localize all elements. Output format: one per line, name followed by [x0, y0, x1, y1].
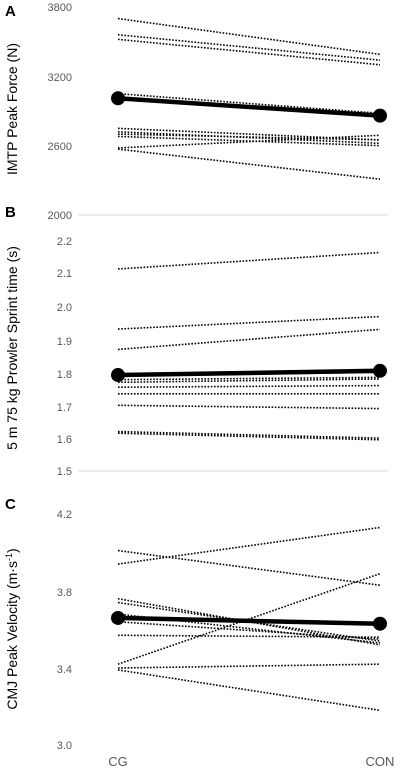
- mean-line-b: [117, 368, 381, 378]
- ytick-b-1.7: 1.7: [57, 402, 72, 414]
- subject-line-a-8: [117, 133, 381, 141]
- subject-line-b-7: [117, 384, 381, 389]
- ylabel-c-sup: -1: [4, 553, 14, 561]
- mean-point-c-con: [373, 616, 387, 631]
- subject-line-b-9: [117, 404, 381, 410]
- ylabel-c-main: CMJ Peak Velocity (m·s: [4, 561, 20, 710]
- ytick-b-2.1: 2.1: [57, 268, 72, 280]
- panel-c: C CMJ Peak Velocity (m·s-1) 4.2 3.8 3.4 …: [4, 496, 387, 752]
- ylabel-c: CMJ Peak Velocity (m·s-1): [4, 548, 20, 709]
- panel-label-c: C: [5, 496, 16, 513]
- xtick-con: CON: [366, 754, 395, 769]
- ytick-b-2.0: 2.0: [57, 302, 72, 314]
- subject-line-a-4: [117, 92, 381, 115]
- subject-line-b-11: [117, 432, 381, 441]
- ytick-c-3.8: 3.8: [57, 587, 72, 599]
- panel-b: B 2000 5 m 75 kg Prowler Sprint time (s)…: [4, 204, 388, 478]
- subject-line-a-1: [117, 17, 381, 56]
- subject-line-a-3: [117, 38, 381, 66]
- mean-point-a-con: [373, 108, 387, 123]
- xtick-cg: CG: [108, 754, 128, 769]
- subject-line-b-5: [117, 376, 381, 381]
- panel-label-b: B: [5, 204, 16, 221]
- subject-line-c-10: [117, 669, 381, 712]
- mean-point-b-con: [373, 363, 387, 378]
- ylabel-b: 5 m 75 kg Prowler Sprint time (s): [4, 246, 20, 450]
- subject-line-a-7: [117, 131, 381, 145]
- mean-point-a-cg: [111, 91, 125, 106]
- subject-line-c-1: [117, 549, 381, 587]
- subject-line-b-3: [117, 328, 381, 351]
- panel-label-a: A: [5, 3, 16, 20]
- ytick-a-3800: 3800: [48, 2, 72, 14]
- subject-line-b-1: [117, 251, 381, 270]
- ytick-b-1.9: 1.9: [57, 336, 72, 348]
- ylabel-c-close: ): [4, 548, 20, 553]
- mean-point-b-cg: [111, 368, 125, 383]
- subject-line-c-2: [117, 526, 381, 565]
- subject-line-c-5: [117, 613, 381, 644]
- subject-line-c-9: [117, 663, 381, 669]
- mean-line-c: [117, 615, 381, 626]
- ytick-c-4.2: 4.2: [57, 509, 72, 521]
- ytick-c-3.4: 3.4: [57, 664, 72, 676]
- subject-line-a-9: [117, 135, 381, 147]
- ytick-a-2600: 2600: [48, 141, 72, 153]
- ytick-b-1.8: 1.8: [57, 369, 72, 381]
- subject-line-a-10: [117, 134, 381, 149]
- ytick-c-3.0: 3.0: [57, 740, 72, 752]
- subject-line-b-10: [117, 430, 381, 439]
- ytick-b-2000: 2000: [48, 210, 72, 222]
- subject-line-b-2: [117, 315, 381, 330]
- mean-point-c-cg: [111, 610, 125, 625]
- subject-line-b-6: [117, 378, 381, 384]
- ytick-b-1.6: 1.6: [57, 434, 72, 446]
- ytick-b-2.2: 2.2: [57, 236, 72, 248]
- subject-line-a-11: [117, 148, 381, 180]
- mean-line-a: [117, 96, 381, 118]
- lines-c: [111, 526, 387, 712]
- panel-a: A IMTP Peak Force (N) 3800 3200 2600: [4, 2, 388, 216]
- ytick-b-1.5: 1.5: [57, 466, 72, 478]
- lines-b: [78, 251, 388, 472]
- lines-a: [78, 17, 388, 216]
- subject-line-a-2: [117, 33, 381, 61]
- ytick-a-3200: 3200: [48, 72, 72, 84]
- subject-line-c-7: [117, 634, 381, 638]
- ylabel-a: IMTP Peak Force (N): [4, 43, 20, 175]
